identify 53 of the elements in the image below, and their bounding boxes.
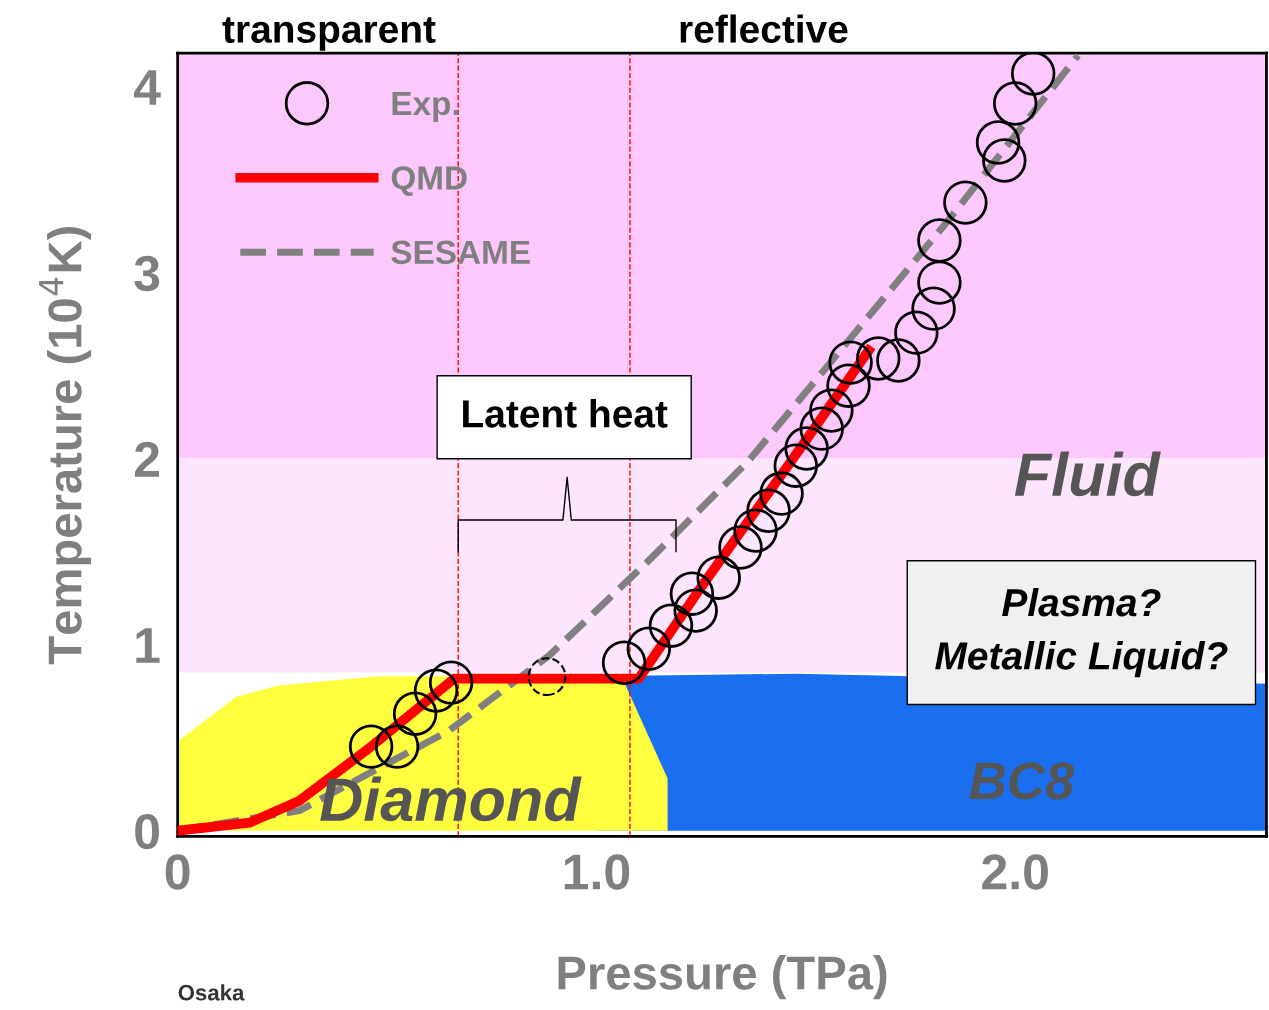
x-axis-title: Pressure (TPa) xyxy=(558,955,887,1000)
y-axis-title: Temperature (10$^{4}$K) xyxy=(39,227,92,665)
point xyxy=(527,657,567,697)
point xyxy=(626,626,671,671)
legend-label: QMD xyxy=(391,166,467,196)
y-tick-label: 2 xyxy=(134,441,159,477)
point xyxy=(746,488,791,533)
point xyxy=(601,640,647,685)
point xyxy=(718,525,763,570)
point xyxy=(673,588,718,633)
y-tick-label: 0 xyxy=(135,813,159,850)
point xyxy=(428,660,474,705)
text: reflective xyxy=(680,14,848,43)
legend-label: Exp. xyxy=(392,92,459,122)
point xyxy=(911,286,956,331)
point xyxy=(975,120,1021,165)
text: transparent xyxy=(222,17,436,51)
point xyxy=(982,138,1027,183)
point xyxy=(669,571,715,616)
legend-label: SESAME xyxy=(391,240,530,265)
point xyxy=(648,603,694,648)
annotation: BC8 xyxy=(969,762,1075,800)
point xyxy=(828,340,873,385)
point xyxy=(413,668,459,713)
point xyxy=(894,310,939,355)
point xyxy=(943,180,988,225)
point xyxy=(1010,53,1056,96)
point xyxy=(374,724,420,769)
y-tick-label: 4 xyxy=(133,70,161,105)
point xyxy=(876,338,921,383)
point xyxy=(809,388,854,433)
point xyxy=(856,336,901,381)
point xyxy=(917,260,962,305)
point xyxy=(992,81,1038,126)
annotation: Latent heat xyxy=(463,399,668,428)
point xyxy=(348,724,394,769)
point xyxy=(917,218,962,263)
point xyxy=(759,471,804,516)
text: Osaka xyxy=(178,984,245,1001)
annotation: Fluid xyxy=(1014,451,1161,497)
x-tick-label: 0 xyxy=(165,854,190,890)
point xyxy=(784,426,829,471)
point xyxy=(799,406,844,451)
x-tick-label: 1.0 xyxy=(564,854,630,890)
y-tick-label: 3 xyxy=(134,255,160,292)
point xyxy=(773,443,818,488)
point xyxy=(826,363,871,408)
point xyxy=(733,508,778,553)
point xyxy=(696,555,741,600)
point xyxy=(392,691,438,736)
y-tick-label: 1 xyxy=(136,628,160,663)
x-tick-label: 2.0 xyxy=(982,854,1048,890)
annotation: Plasma? Metallic Liquid? xyxy=(935,587,1228,678)
